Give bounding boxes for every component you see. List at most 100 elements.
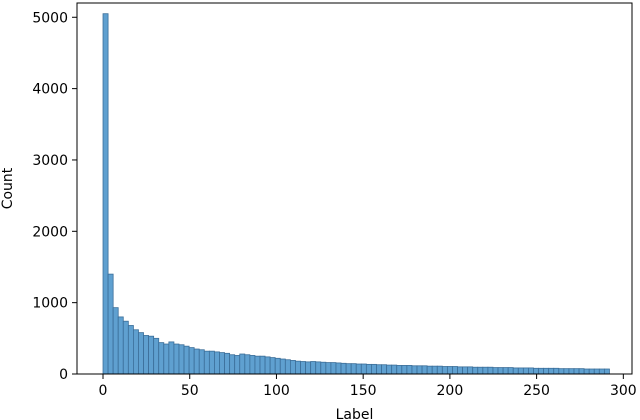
histogram-bar <box>289 360 296 375</box>
histogram-bar <box>457 366 463 375</box>
histogram-bar <box>259 355 266 375</box>
histogram-bar <box>300 361 306 375</box>
histogram-bar <box>472 366 479 375</box>
histogram-bar <box>588 368 595 375</box>
x-ticks-group: 0 50 100 150 200 250 300 <box>99 374 637 399</box>
histogram-bar <box>138 332 144 375</box>
plot-frame <box>76 2 633 375</box>
histogram-bar <box>188 347 195 375</box>
histogram-bar <box>320 361 327 375</box>
histogram-bar <box>563 368 570 375</box>
x-tick-label: 200 <box>437 383 464 399</box>
histogram-bar <box>543 367 550 375</box>
y-axis-label: Count <box>0 167 16 209</box>
histogram-bar <box>391 364 398 375</box>
histogram-bar <box>193 348 200 375</box>
y-tick-label: 5000 <box>32 10 68 26</box>
histogram-bar <box>507 367 514 375</box>
histogram-bar <box>305 361 312 375</box>
histogram-bar <box>143 335 149 375</box>
histogram-bar <box>548 367 555 375</box>
histogram-bar <box>371 363 377 375</box>
x-axis-label: Label <box>336 407 374 420</box>
histogram-bar <box>603 368 610 375</box>
histogram-bar <box>512 367 519 375</box>
histogram-bar <box>264 356 271 375</box>
x-tick-label: 250 <box>523 383 550 399</box>
y-tick-label: 2000 <box>32 224 68 240</box>
histogram-bar <box>284 359 291 375</box>
histogram-bar <box>416 365 423 375</box>
histogram-bar <box>102 13 109 375</box>
histogram-bar <box>224 352 231 375</box>
histogram-bar <box>295 360 301 375</box>
histogram-bar <box>517 367 524 375</box>
histogram-bar <box>441 366 448 375</box>
y-tick-label: 3000 <box>32 153 68 169</box>
histogram-bar <box>168 341 175 375</box>
histogram-bar <box>421 365 428 375</box>
histogram-bar <box>330 362 337 375</box>
histogram-bar <box>112 307 119 375</box>
histogram-bar <box>386 364 393 375</box>
histogram-bar <box>173 343 180 375</box>
histogram-bar <box>396 365 403 375</box>
histogram-bar <box>269 357 276 375</box>
histogram-bar <box>583 368 590 375</box>
histogram-bar <box>528 367 534 375</box>
histogram-bar <box>229 354 236 375</box>
histogram-bar <box>274 357 281 375</box>
histogram-bar <box>117 316 124 375</box>
histogram-bar <box>122 320 129 375</box>
histogram-bar <box>436 365 443 375</box>
histogram-bar <box>335 362 342 375</box>
histogram-bar <box>558 368 565 375</box>
axes-group <box>76 2 633 375</box>
histogram-bar <box>446 366 453 375</box>
histogram-bar <box>345 363 352 375</box>
x-tick-label: 50 <box>181 383 199 399</box>
histogram-bar <box>431 365 438 375</box>
histogram-bar <box>133 329 139 375</box>
histogram-bar <box>310 361 317 375</box>
histogram-bar <box>340 362 347 375</box>
x-tick-label: 300 <box>610 383 637 399</box>
histogram-bar <box>153 337 160 375</box>
histogram-bar <box>593 368 600 375</box>
histogram-bar <box>598 368 605 375</box>
histogram-bar <box>365 363 372 375</box>
histogram-bar <box>492 367 499 375</box>
histogram-bar <box>178 344 185 375</box>
histogram-bar <box>208 350 215 375</box>
y-ticks-group: 0 1000 2000 3000 4000 5000 <box>32 10 77 383</box>
x-tick-label: 0 <box>99 383 108 399</box>
histogram-bar <box>578 368 585 375</box>
histogram-bar <box>406 365 413 375</box>
histogram-bar <box>401 365 408 375</box>
histogram-bar <box>538 367 545 375</box>
histogram-bar <box>497 367 504 375</box>
histogram-bar <box>376 364 382 375</box>
histogram-bar <box>355 363 362 375</box>
histogram-bar <box>381 364 388 375</box>
histogram-bar <box>148 335 155 375</box>
histogram-bar <box>553 367 560 375</box>
histogram-bar <box>533 367 539 375</box>
histogram-bar <box>198 349 205 375</box>
histogram-bar <box>487 366 494 375</box>
histogram-bar <box>360 363 367 375</box>
histogram-bar <box>249 355 256 375</box>
y-tick-label: 4000 <box>32 82 68 98</box>
histogram-bar <box>477 366 484 375</box>
histogram-bar <box>158 342 165 375</box>
histogram-bar <box>462 366 469 375</box>
y-tick-label: 1000 <box>32 296 68 312</box>
histogram-bar <box>279 358 286 375</box>
histogram-bar <box>254 355 261 375</box>
histogram-bar <box>482 366 489 375</box>
histogram-bar <box>502 367 509 375</box>
histogram-bar <box>325 362 332 375</box>
histogram-bar <box>214 351 220 375</box>
x-tick-label: 100 <box>263 383 290 399</box>
